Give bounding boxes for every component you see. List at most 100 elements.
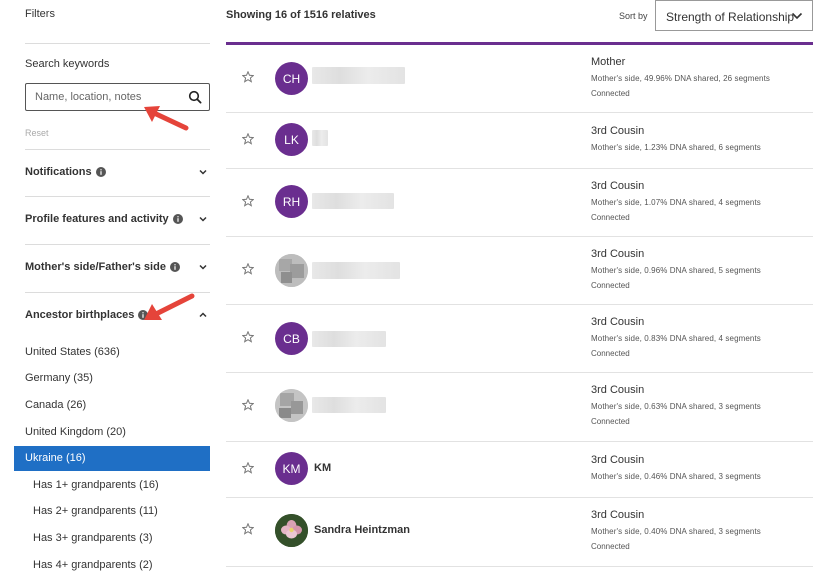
sort-select[interactable]: Strength of Relationship <box>655 0 813 31</box>
divider <box>25 43 210 44</box>
divider <box>25 244 210 245</box>
list-top-rule <box>226 42 813 45</box>
section-mother-father-side[interactable]: Mother's side/Father's side <box>25 257 210 277</box>
star-icon[interactable] <box>242 195 254 207</box>
info-icon[interactable] <box>169 262 180 272</box>
connection-status: Connected <box>591 417 630 426</box>
search-input[interactable] <box>26 84 186 110</box>
relationship-detail: Mother's side, 0.63% DNA shared, 3 segme… <box>591 402 761 411</box>
relationship: 3rd Cousin <box>591 509 645 521</box>
row-divider <box>226 304 813 305</box>
search-keywords-label: Search keywords <box>25 58 110 70</box>
avatar[interactable]: CB <box>275 322 308 355</box>
row-divider <box>226 112 813 113</box>
birthplace-item-label: Ukraine (16) <box>25 452 86 464</box>
star-icon[interactable] <box>242 462 254 474</box>
avatar-photo[interactable] <box>275 254 308 287</box>
relationship-detail: Mother's side, 0.96% DNA shared, 5 segme… <box>591 266 761 275</box>
reset-link[interactable]: Reset <box>25 128 49 138</box>
relationship: Mother <box>591 56 626 68</box>
relationship-detail: Mother's side, 0.40% DNA shared, 3 segme… <box>591 527 761 536</box>
chevron-down-icon[interactable] <box>198 167 208 177</box>
avatar-photo[interactable] <box>275 389 308 422</box>
section-profile-features[interactable]: Profile features and activity <box>25 209 210 229</box>
relative-name[interactable]: KM <box>314 462 332 474</box>
star-icon[interactable] <box>242 399 254 411</box>
avatar[interactable]: LK <box>275 123 308 156</box>
section-label: Notifications <box>25 166 92 178</box>
connection-status: Connected <box>591 349 630 358</box>
birthplace-item[interactable]: Canada (26) <box>25 399 87 411</box>
filters-title: Filters <box>25 8 55 20</box>
info-icon[interactable] <box>172 214 183 224</box>
relative-row[interactable]: CH Mother Mother's side, 49.96% DNA shar… <box>226 45 813 112</box>
section-label: Ancestor birthplaces <box>25 309 135 321</box>
relative-row[interactable]: LK 3rd Cousin Mother's side, 1.23% DNA s… <box>226 113 813 168</box>
relationship-detail: Mother's side, 1.23% DNA shared, 6 segme… <box>591 143 761 152</box>
grandparents-filter-item[interactable]: Has 1+ grandparents (16) <box>33 479 159 491</box>
relationship: 3rd Cousin <box>591 248 645 260</box>
relationship: 3rd Cousin <box>591 316 645 328</box>
avatar-photo[interactable] <box>275 514 308 547</box>
row-divider <box>226 497 813 498</box>
grandparents-filter-item[interactable]: Has 2+ grandparents (11) <box>33 505 158 517</box>
search-icon[interactable] <box>188 90 202 104</box>
divider <box>25 149 210 150</box>
relative-row[interactable]: KM KM 3rd Cousin Mother's side, 0.46% DN… <box>226 442 813 497</box>
star-icon[interactable] <box>242 331 254 343</box>
section-label: Mother's side/Father's side <box>25 261 166 273</box>
redacted-name <box>312 130 328 146</box>
star-icon[interactable] <box>242 71 254 83</box>
birthplace-item[interactable]: Germany (35) <box>25 372 93 384</box>
chevron-down-icon <box>791 12 803 20</box>
birthplace-item-selected[interactable]: Ukraine (16) <box>14 446 210 471</box>
relationship-detail: Mother's side, 0.46% DNA shared, 3 segme… <box>591 472 761 481</box>
chevron-down-icon[interactable] <box>198 214 208 224</box>
avatar[interactable]: CH <box>275 62 308 95</box>
redacted-name <box>312 67 405 84</box>
row-divider <box>226 566 813 567</box>
relative-row[interactable]: RH 3rd Cousin Mother's side, 1.07% DNA s… <box>226 169 813 236</box>
filters-sidebar: Filters Search keywords Reset Notificati… <box>0 0 214 572</box>
search-box <box>25 83 210 111</box>
relationship: 3rd Cousin <box>591 180 645 192</box>
redacted-name <box>312 397 386 413</box>
divider <box>25 292 210 293</box>
relative-row[interactable]: Sandra Heintzman 3rd Cousin Mother's sid… <box>226 498 813 566</box>
star-icon[interactable] <box>242 523 254 535</box>
relationship-detail: Mother's side, 1.07% DNA shared, 4 segme… <box>591 198 761 207</box>
relative-row[interactable]: 3rd Cousin Mother's side, 0.96% DNA shar… <box>226 237 813 304</box>
avatar[interactable]: RH <box>275 185 308 218</box>
redacted-name <box>312 331 386 347</box>
row-divider <box>226 236 813 237</box>
redacted-name <box>312 262 400 279</box>
connection-status: Connected <box>591 213 630 222</box>
relative-name[interactable]: Sandra Heintzman <box>314 524 410 536</box>
relationship-detail: Mother's side, 49.96% DNA shared, 26 seg… <box>591 74 771 83</box>
annotation-arrow-icon <box>144 293 195 320</box>
grandparents-filter-item[interactable]: Has 3+ grandparents (3) <box>33 532 153 544</box>
redacted-name <box>312 193 394 209</box>
annotation-arrow-icon <box>144 106 189 131</box>
flower-photo-image <box>275 514 308 547</box>
birthplace-item[interactable]: United States (636) <box>25 346 120 358</box>
grandparents-filter-item[interactable]: Has 4+ grandparents (2) <box>33 559 153 571</box>
chevron-down-icon[interactable] <box>198 262 208 272</box>
row-divider <box>226 372 813 373</box>
star-icon[interactable] <box>242 263 254 275</box>
birthplace-item[interactable]: United Kingdom (20) <box>25 426 126 438</box>
avatar[interactable]: KM <box>275 452 308 485</box>
relative-row[interactable]: CB 3rd Cousin Mother's side, 0.83% DNA s… <box>226 305 813 372</box>
results-count: Showing 16 of 1516 relatives <box>226 9 376 21</box>
info-icon[interactable] <box>95 167 106 177</box>
relationship-detail: Mother's side, 0.83% DNA shared, 4 segme… <box>591 334 761 343</box>
relationship: 3rd Cousin <box>591 125 645 137</box>
section-notifications[interactable]: Notifications <box>25 162 210 182</box>
relationship: 3rd Cousin <box>591 384 645 396</box>
relative-row[interactable]: 3rd Cousin Mother's side, 0.63% DNA shar… <box>226 373 813 441</box>
star-icon[interactable] <box>242 133 254 145</box>
section-label: Profile features and activity <box>25 213 169 225</box>
avatar-photo-image <box>275 254 308 287</box>
chevron-up-icon[interactable] <box>198 310 208 320</box>
connection-status: Connected <box>591 542 630 551</box>
